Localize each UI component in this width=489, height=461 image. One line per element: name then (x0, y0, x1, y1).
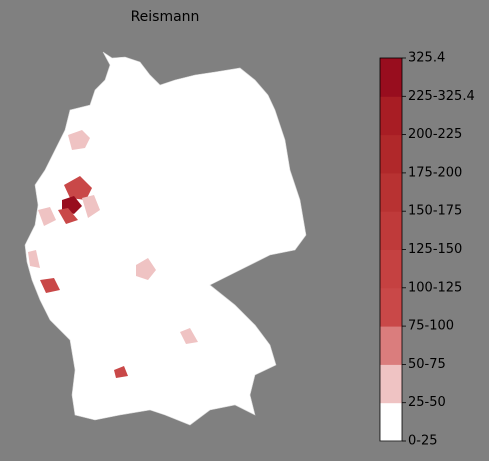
colorbar-segment (380, 326, 402, 365)
country-outline (24, 51, 307, 426)
colorbar-segment (380, 249, 402, 289)
colorbar-label: 50-75 (408, 357, 446, 372)
region (82, 195, 100, 218)
colorbar-label: 75-100 (408, 319, 454, 334)
colorbar-segment (380, 58, 402, 97)
colorbar-label: 150-175 (408, 204, 462, 219)
colorbar: 0-25 25-50 50-75 75-100 100-125 125-150 150-17… (379, 51, 475, 449)
region (28, 250, 40, 268)
colorbar-label: 0-25 (408, 434, 438, 449)
colorbar-segment (380, 364, 402, 404)
colorbar-label: 175-200 (408, 165, 462, 180)
region (58, 208, 78, 224)
map-title: Reismann (131, 9, 200, 25)
colorbar-segment (380, 96, 402, 136)
colorbar-segment (380, 402, 402, 442)
colorbar-label: 100-125 (408, 280, 462, 295)
germany-map (24, 51, 307, 426)
region (68, 130, 90, 150)
colorbar-label: 225-325.4 (408, 89, 475, 104)
region (114, 366, 128, 378)
region (136, 258, 156, 280)
region (38, 207, 56, 226)
region (180, 328, 198, 344)
colorbar-segment (380, 134, 402, 174)
region (64, 176, 92, 200)
colorbar-segment (380, 287, 402, 327)
colorbar-label: 325.4 (408, 51, 445, 66)
colorbar-label: 125-150 (408, 242, 462, 257)
colorbar-label: 25-50 (408, 395, 446, 410)
region (40, 278, 60, 293)
colorbar-label: 200-225 (408, 127, 462, 142)
colorbar-segment (380, 211, 402, 250)
colorbar-segment (380, 172, 402, 212)
